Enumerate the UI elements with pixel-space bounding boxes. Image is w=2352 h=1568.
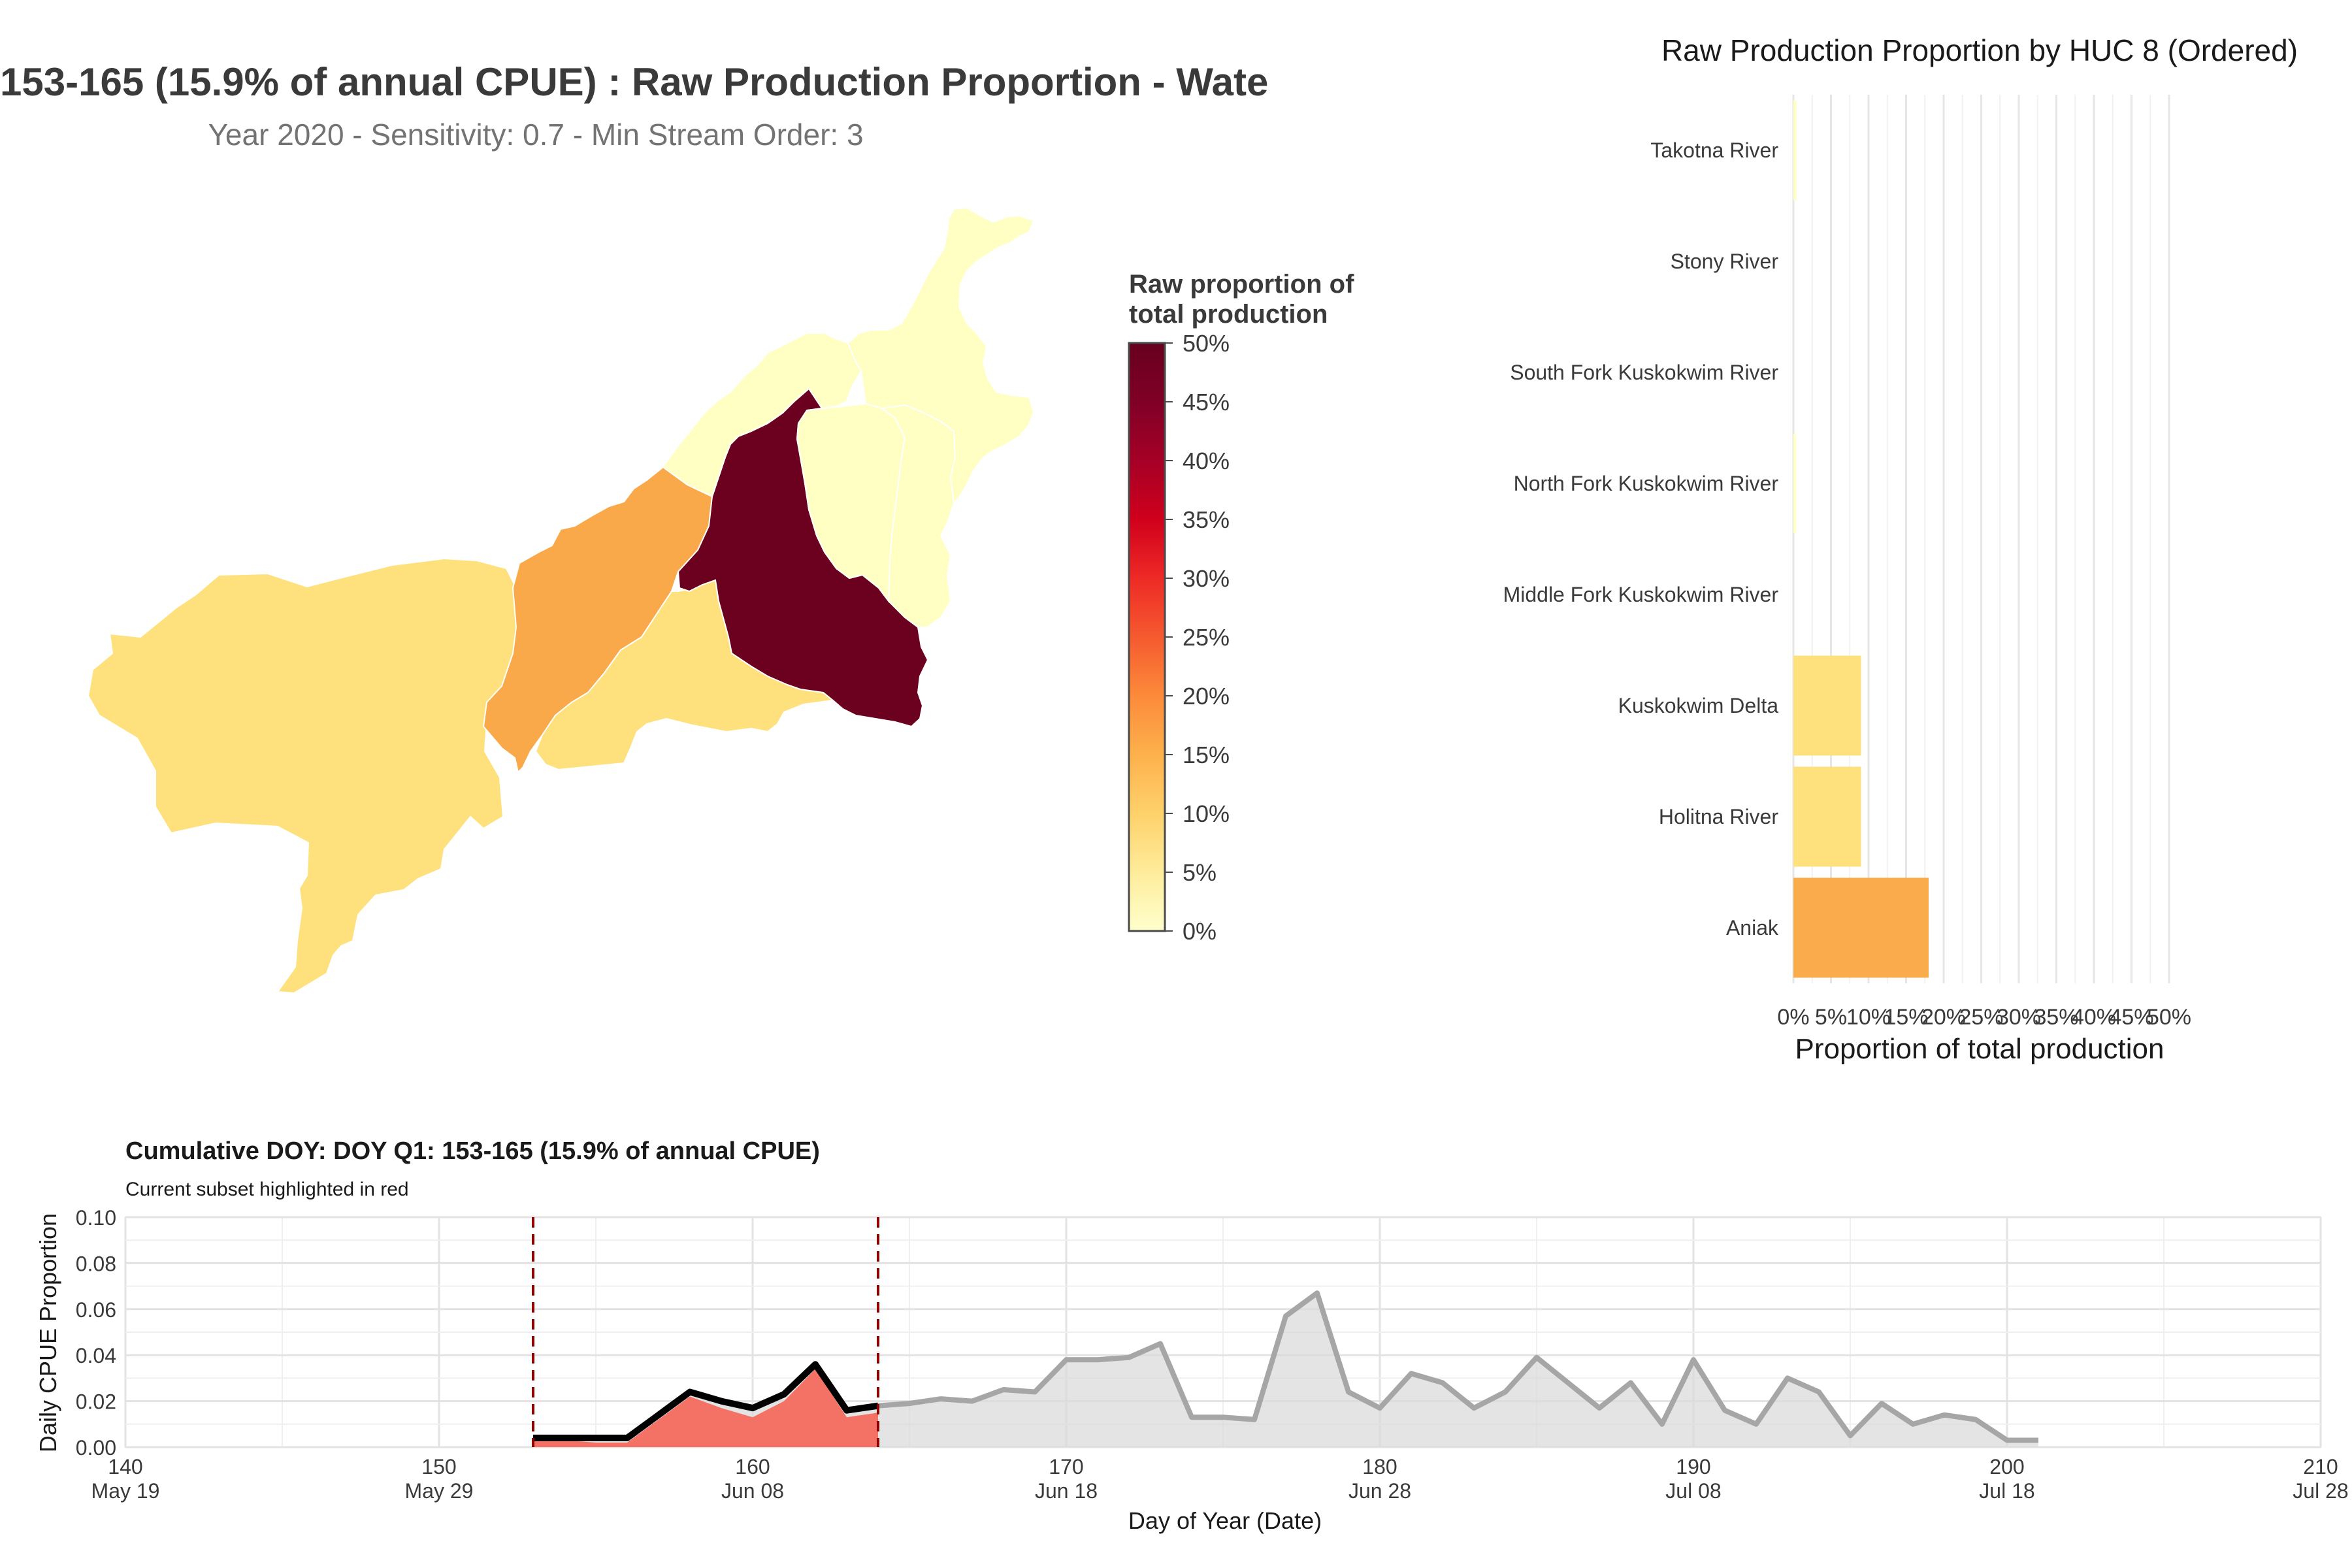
- bar-x-tick-label: 45%: [2109, 1005, 2153, 1030]
- y-tick-label: 0.06: [76, 1298, 116, 1322]
- page-title: 153-165 (15.9% of annual CPUE) : Raw Pro…: [0, 60, 1268, 104]
- area-highlight-fill: [533, 1369, 878, 1447]
- map-region-north-fork: [847, 206, 1035, 505]
- area-chart-y-label: Daily CPUE Proportion: [35, 1213, 61, 1452]
- x-tick-date-label: Jun 18: [1035, 1479, 1098, 1503]
- bar-category-label: South Fork Kuskokwim River: [1510, 361, 1778, 384]
- legend-title-line-1: Raw proportion of: [1129, 270, 1354, 299]
- legend-tick-label: 15%: [1183, 742, 1230, 768]
- page-subtitle: Year 2020 - Sensitivity: 0.7 - Min Strea…: [208, 118, 863, 152]
- bar-category-label: Stony River: [1671, 250, 1779, 273]
- y-tick-label: 0.08: [76, 1252, 116, 1275]
- x-tick-date-label: May 19: [91, 1479, 160, 1503]
- legend-tick-label: 40%: [1183, 448, 1230, 474]
- bar-category-label: Kuskokwim Delta: [1618, 694, 1779, 717]
- legend-tick-label: 30%: [1183, 565, 1230, 592]
- x-tick-label: 150: [421, 1455, 456, 1478]
- huc8-map: [87, 206, 1035, 994]
- bar-x-tick-label: 25%: [1959, 1005, 2003, 1030]
- x-tick-date-label: Jul 08: [1665, 1479, 1721, 1503]
- bar-category-label: Takotna River: [1650, 139, 1778, 162]
- bar-x-tick-label: 0%: [1777, 1005, 1809, 1030]
- line-highlight-subset: [533, 1361, 879, 1441]
- x-tick-date-label: Jun 28: [1348, 1479, 1411, 1503]
- legend-colorbar: [1128, 342, 1166, 932]
- x-tick-label: 170: [1049, 1455, 1083, 1478]
- legend-tick-label: 10%: [1183, 800, 1230, 827]
- legend-ticks: 50% 45% 40% 35% 30% 25% 20% 15% 10% 5% 0%: [1165, 330, 1230, 945]
- legend-title-line-2: total production: [1129, 300, 1328, 329]
- bar-x-tick-label: 10%: [1846, 1005, 1891, 1030]
- bar-x-tick-label: 40%: [2072, 1005, 2116, 1030]
- x-tick-label: 140: [108, 1455, 142, 1478]
- bar-chart-x-label: Proportion of total production: [1795, 1033, 2164, 1065]
- x-tick-date-label: Jul 18: [1979, 1479, 2034, 1503]
- bar-holitna-river: [1793, 766, 1861, 867]
- y-tick-label: 0.02: [76, 1390, 116, 1414]
- bar-chart: Takotna River Stony River South Fork Kusko…: [1503, 95, 2191, 1030]
- x-tick-label: 190: [1676, 1455, 1710, 1478]
- x-tick-label: 200: [1989, 1455, 2024, 1478]
- legend-tick-label: 50%: [1183, 330, 1230, 357]
- bar-kuskokwim-delta: [1793, 655, 1861, 756]
- legend-tick-label: 5%: [1183, 859, 1217, 886]
- x-tick-date-label: May 29: [405, 1479, 474, 1503]
- area-full-season-fill: [533, 1293, 2038, 1447]
- y-tick-label: 0.00: [76, 1436, 116, 1460]
- x-tick-label: 160: [735, 1455, 770, 1478]
- x-tick-date-label: Jul 28: [2293, 1479, 2348, 1503]
- x-tick-date-label: Jun 08: [721, 1479, 784, 1503]
- x-tick-label: 210: [2303, 1455, 2338, 1478]
- bar-x-tick-label: 15%: [1884, 1005, 1928, 1030]
- bar-x-tick-label: 35%: [2034, 1005, 2078, 1030]
- bar-x-tick-label: 5%: [1815, 1005, 1847, 1030]
- area-chart-subtitle: Current subset highlighted in red: [125, 1179, 409, 1200]
- bar-takotna-river: [1793, 100, 1797, 201]
- legend-tick-label: 35%: [1183, 506, 1230, 533]
- legend-tick-label: 25%: [1183, 624, 1230, 651]
- y-tick-label: 0.04: [76, 1344, 116, 1367]
- area-chart-x-label: Day of Year (Date): [1128, 1507, 1322, 1534]
- legend-tick-label: 0%: [1183, 918, 1217, 945]
- bar-x-tick-label: 20%: [1921, 1005, 1966, 1030]
- bar-chart-title: Raw Production Proportion by HUC 8 (Orde…: [1661, 33, 2298, 67]
- y-tick-label: 0.10: [76, 1206, 116, 1230]
- bar-category-label: Middle Fork Kuskokwim River: [1503, 583, 1779, 606]
- legend-tick-label: 45%: [1183, 389, 1230, 416]
- x-tick-label: 180: [1362, 1455, 1397, 1478]
- bar-x-tick-label: 50%: [2147, 1005, 2191, 1030]
- bar-category-label: Aniak: [1726, 916, 1779, 939]
- bar-north-fork-kuskokwim-river: [1793, 433, 1796, 534]
- bar-x-tick-label: 30%: [1997, 1005, 2041, 1030]
- bar-aniak: [1793, 877, 1929, 978]
- bar-category-label: Holitna River: [1659, 805, 1779, 828]
- legend-tick-label: 20%: [1183, 683, 1230, 710]
- area-chart-title: Cumulative DOY: DOY Q1: 153-165 (15.9% o…: [125, 1137, 820, 1165]
- bar-category-label: North Fork Kuskokwim River: [1514, 472, 1779, 495]
- map-region-kuskokwim-delta: [87, 557, 524, 994]
